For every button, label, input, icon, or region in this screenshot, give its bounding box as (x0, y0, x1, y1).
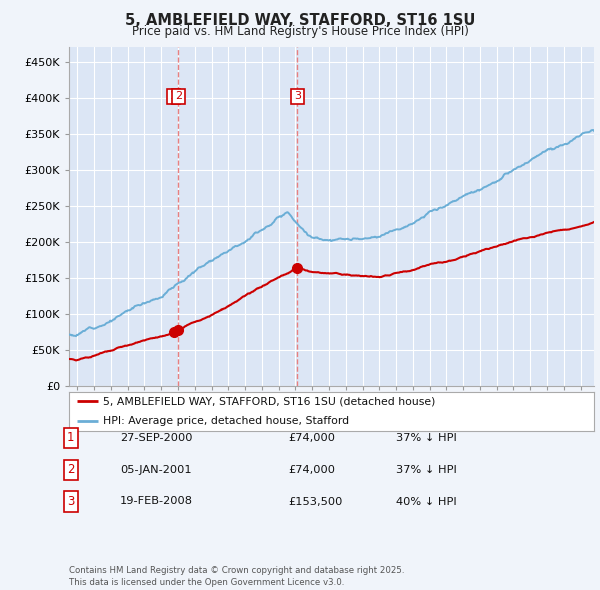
Text: 2: 2 (175, 91, 182, 101)
Text: 3: 3 (67, 495, 74, 508)
Text: Price paid vs. HM Land Registry's House Price Index (HPI): Price paid vs. HM Land Registry's House … (131, 25, 469, 38)
Text: 2: 2 (67, 463, 74, 476)
Text: £74,000: £74,000 (288, 465, 335, 474)
Text: £153,500: £153,500 (288, 497, 343, 506)
Text: 19-FEB-2008: 19-FEB-2008 (120, 497, 193, 506)
Text: 40% ↓ HPI: 40% ↓ HPI (396, 497, 457, 506)
Text: 5, AMBLEFIELD WAY, STAFFORD, ST16 1SU: 5, AMBLEFIELD WAY, STAFFORD, ST16 1SU (125, 13, 475, 28)
Text: Contains HM Land Registry data © Crown copyright and database right 2025.
This d: Contains HM Land Registry data © Crown c… (69, 566, 404, 587)
Text: 05-JAN-2001: 05-JAN-2001 (120, 465, 191, 474)
Text: 37% ↓ HPI: 37% ↓ HPI (396, 465, 457, 474)
Text: 37% ↓ HPI: 37% ↓ HPI (396, 433, 457, 442)
Text: 27-SEP-2000: 27-SEP-2000 (120, 433, 193, 442)
Text: 3: 3 (294, 91, 301, 101)
Text: HPI: Average price, detached house, Stafford: HPI: Average price, detached house, Staf… (103, 415, 349, 425)
Text: 1: 1 (170, 91, 177, 101)
Text: £74,000: £74,000 (288, 433, 335, 442)
Text: 5, AMBLEFIELD WAY, STAFFORD, ST16 1SU (detached house): 5, AMBLEFIELD WAY, STAFFORD, ST16 1SU (d… (103, 396, 436, 406)
Text: 1: 1 (67, 431, 74, 444)
